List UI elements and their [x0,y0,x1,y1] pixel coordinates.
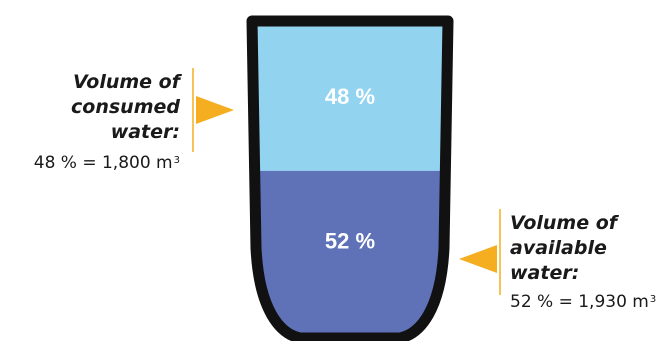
consumed-pointer-arrow [196,96,234,124]
available-water-segment [252,170,448,338]
available-value-unit-exponent: 3 [649,294,657,305]
consumed-value-unit-exponent: 3 [173,155,180,166]
consumed-water-segment [252,21,448,171]
consumed-callout-title-line1: Volume of [72,71,180,93]
available-value-text: 52 % = 1,930 m [510,292,649,312]
consumed-callout-value: 48 % = 1,800 m3 [4,151,180,175]
consumed-percent-label: 48 % [325,84,375,109]
available-water-callout: Volume of available water: 52 % = 1,930 … [510,211,667,314]
consumed-water-callout: Volume of consumed water: 48 % = 1,800 m… [4,70,180,175]
vessel-outline [246,15,454,341]
consumed-value-text: 48 % = 1,800 m [33,153,173,173]
available-callout-value: 52 % = 1,930 m3 [510,290,667,314]
available-callout-title-line2: available water: [510,237,607,284]
consumed-callout-title-line2: consumed water: [71,96,180,143]
available-callout-title-line1: Volume of [510,212,618,234]
available-percent-label: 52 % [325,229,375,254]
available-pointer-arrow [459,245,497,273]
